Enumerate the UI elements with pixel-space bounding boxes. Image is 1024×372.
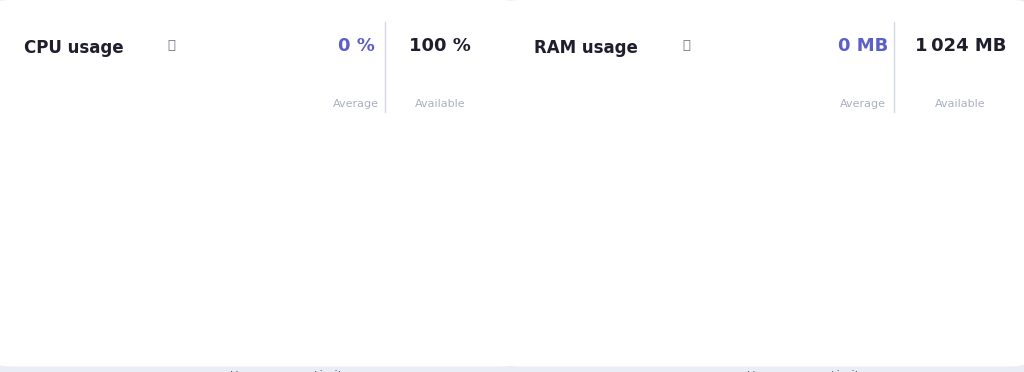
Legend: Usage, Limit: Usage, Limit <box>189 365 348 372</box>
Text: ⓘ: ⓘ <box>167 39 175 52</box>
Text: RAM usage: RAM usage <box>534 39 637 57</box>
Text: Average: Average <box>334 99 379 109</box>
Text: 100 %: 100 % <box>410 37 471 55</box>
Legend: Usage, Limit: Usage, Limit <box>707 365 865 372</box>
Text: Available: Available <box>415 99 466 109</box>
Text: 0 %: 0 % <box>338 37 375 55</box>
Text: CPU usage: CPU usage <box>24 39 123 57</box>
Text: 0 MB: 0 MB <box>838 37 889 55</box>
Text: 1 024 MB: 1 024 MB <box>914 37 1007 55</box>
Text: Average: Average <box>841 99 886 109</box>
Text: Available: Available <box>935 99 986 109</box>
Text: ⓘ: ⓘ <box>682 39 690 52</box>
